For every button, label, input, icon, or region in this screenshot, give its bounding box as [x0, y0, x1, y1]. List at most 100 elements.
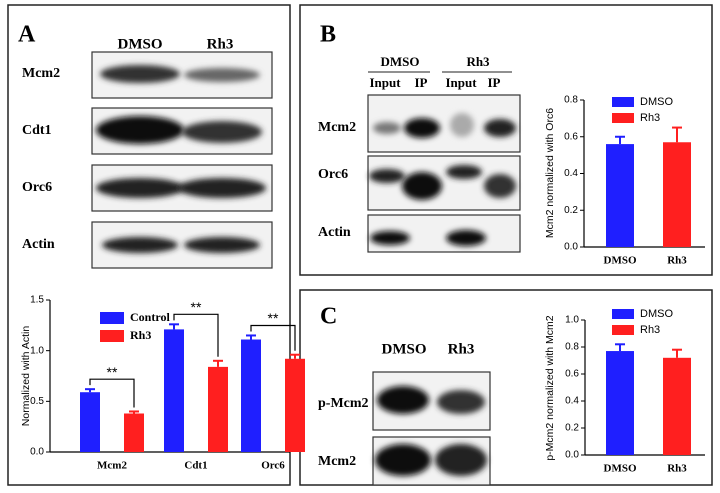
bar [208, 366, 228, 452]
band [450, 113, 474, 137]
panel-label: B [320, 22, 336, 48]
band [375, 444, 431, 476]
bar [606, 351, 634, 455]
x-tick-label: Cdt1 [184, 460, 207, 472]
row-label: Cdt1 [22, 123, 52, 138]
band [369, 169, 405, 183]
significance-label: ** [268, 310, 279, 326]
legend-swatch [100, 312, 124, 324]
y-axis-label: Mcm2 normalized with Orc6 [544, 108, 556, 238]
legend-swatch [612, 309, 634, 319]
legend-swatch [612, 325, 634, 335]
row-label: Orc6 [318, 167, 348, 182]
significance-label: ** [191, 299, 202, 315]
row-label: Mcm2 [318, 120, 356, 135]
lane-label: DMSO [382, 341, 427, 357]
band [102, 237, 178, 253]
sublane-label: Input [445, 75, 477, 90]
y-tick-label: 1.0 [565, 315, 579, 326]
bar [606, 144, 634, 247]
significance-label: ** [107, 364, 118, 380]
lane-label: DMSO [381, 54, 420, 69]
y-tick-label: 0.5 [30, 396, 44, 407]
row-label: Mcm2 [22, 66, 60, 81]
legend-label: Rh3 [640, 324, 660, 336]
y-tick-label: 1.5 [30, 295, 44, 306]
y-tick-label: 0.2 [564, 205, 578, 216]
band [96, 178, 184, 198]
band [402, 172, 442, 200]
panel-label: C [320, 304, 337, 330]
panel-b-blots [367, 71, 521, 253]
bar [164, 329, 184, 452]
band [437, 390, 485, 414]
legend-label: DMSO [640, 308, 673, 320]
band [178, 178, 266, 198]
band [184, 237, 260, 253]
y-tick-label: 0.0 [565, 450, 579, 461]
x-tick-label: DMSO [604, 255, 637, 267]
band [96, 116, 184, 144]
y-tick-label: 0.4 [565, 396, 579, 407]
y-axis-label: p-Mcm2 normalized with Mcm2 [544, 315, 556, 460]
row-label: p-Mcm2 [318, 396, 369, 411]
lane-label: Rh3 [466, 54, 490, 69]
bar [80, 392, 100, 452]
bar [663, 357, 691, 455]
panel-b-frame [299, 4, 713, 276]
lane-label: Rh3 [448, 341, 475, 357]
y-axis-label: Normalized with Actin [20, 326, 32, 427]
band [377, 386, 429, 414]
sublane-label: IP [415, 75, 428, 90]
panel-label: A [18, 22, 36, 48]
x-tick-label: DMSO [604, 463, 637, 475]
bar [285, 358, 305, 452]
sublane-label: Input [369, 75, 401, 90]
legend-label: DMSO [640, 96, 673, 108]
sublane-label: IP [488, 75, 501, 90]
legend-swatch [100, 330, 124, 342]
band [184, 68, 260, 82]
lane-label: Rh3 [207, 36, 234, 52]
band [435, 444, 487, 476]
significance-bracket [250, 324, 296, 351]
y-tick-label: 1.0 [30, 345, 44, 356]
legend-label: Rh3 [640, 112, 660, 124]
row-label: Actin [318, 225, 351, 240]
band [370, 231, 410, 245]
band [446, 230, 486, 246]
significance-bracket [173, 313, 219, 357]
y-tick-label: 0.8 [565, 342, 579, 353]
y-tick-label: 0.6 [565, 369, 579, 380]
x-tick-label: Rh3 [667, 255, 687, 267]
band [484, 119, 516, 137]
y-tick-label: 0.6 [564, 131, 578, 142]
panel-c-blots [372, 371, 491, 486]
band [484, 174, 516, 198]
legend-swatch [612, 97, 634, 107]
x-tick-label: Rh3 [667, 463, 687, 475]
bar [124, 413, 144, 452]
row-label: Actin [22, 237, 55, 252]
band [373, 122, 401, 134]
row-label: Orc6 [22, 180, 52, 195]
band [404, 118, 440, 138]
y-tick-label: 0.4 [564, 168, 578, 179]
band [100, 65, 180, 83]
y-tick-label: 0.8 [564, 95, 578, 106]
x-tick-label: Mcm2 [97, 460, 127, 472]
row-label: Mcm2 [318, 454, 356, 469]
y-tick-label: 0.2 [565, 423, 579, 434]
band [182, 121, 262, 143]
panel-a-blots [91, 51, 273, 269]
bar [663, 142, 691, 247]
significance-bracket [89, 378, 135, 408]
legend-label: Rh3 [130, 328, 151, 342]
legend-label: Control [130, 310, 170, 324]
x-tick-label: Orc6 [261, 460, 285, 472]
legend-swatch [612, 113, 634, 123]
panel-a-frame [7, 4, 291, 486]
y-tick-label: 0.0 [564, 242, 578, 253]
y-tick-label: 0.0 [30, 447, 44, 458]
